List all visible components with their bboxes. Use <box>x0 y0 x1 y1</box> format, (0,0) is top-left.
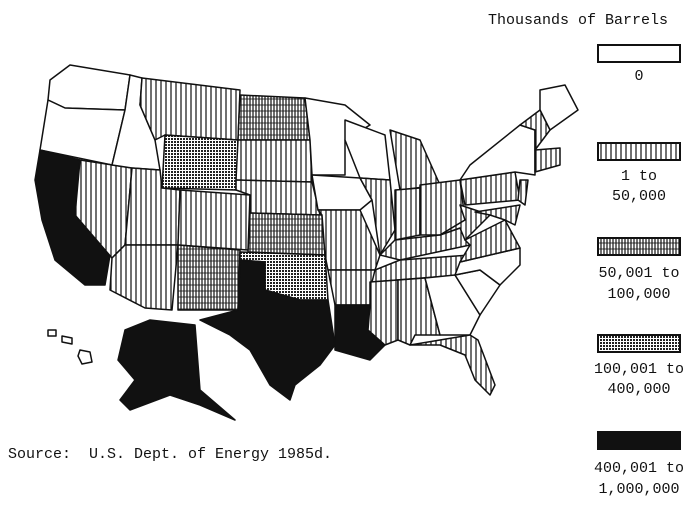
legend-label: 100,000 <box>607 286 670 303</box>
state <box>409 334 496 396</box>
state <box>519 109 551 151</box>
legend-label: 1,000,000 <box>598 481 679 498</box>
state <box>459 219 521 263</box>
legend-swatch <box>597 431 681 450</box>
state <box>235 139 313 183</box>
state <box>311 174 373 211</box>
state <box>47 329 57 337</box>
legend-swatch <box>597 334 681 353</box>
state <box>359 177 396 256</box>
legend-label: 400,000 <box>607 381 670 398</box>
us-map <box>34 64 579 421</box>
state <box>139 77 241 141</box>
state <box>534 147 561 173</box>
legend-label: 0 <box>634 68 643 85</box>
state <box>394 187 421 241</box>
state <box>237 94 311 141</box>
state <box>161 134 239 191</box>
legend-label: 50,001 to <box>598 265 679 282</box>
state <box>247 212 326 256</box>
state <box>539 84 579 131</box>
legend-label: 50,000 <box>612 188 666 205</box>
state <box>459 124 536 181</box>
state <box>77 349 93 365</box>
state <box>389 129 441 191</box>
legend-label: 1 to <box>621 168 657 185</box>
legend-title: Thousands of Barrels <box>488 12 668 29</box>
legend-label: 100,001 to <box>594 361 684 378</box>
state <box>47 64 131 111</box>
state <box>474 204 521 226</box>
legend <box>597 44 681 450</box>
state <box>177 189 251 251</box>
legend-swatch <box>597 44 681 63</box>
state <box>177 244 241 311</box>
legend-swatch <box>597 142 681 161</box>
state <box>117 319 236 421</box>
state <box>61 335 73 345</box>
state <box>317 209 381 271</box>
source-note: Source: U.S. Dept. of Energy 1985d. <box>8 446 332 463</box>
state <box>109 244 179 311</box>
legend-label: 400,001 to <box>594 460 684 477</box>
legend-swatch <box>597 237 681 256</box>
state <box>199 259 336 401</box>
state <box>424 274 481 336</box>
state <box>517 179 529 206</box>
state <box>304 97 371 176</box>
state <box>344 119 391 181</box>
state <box>327 269 376 306</box>
